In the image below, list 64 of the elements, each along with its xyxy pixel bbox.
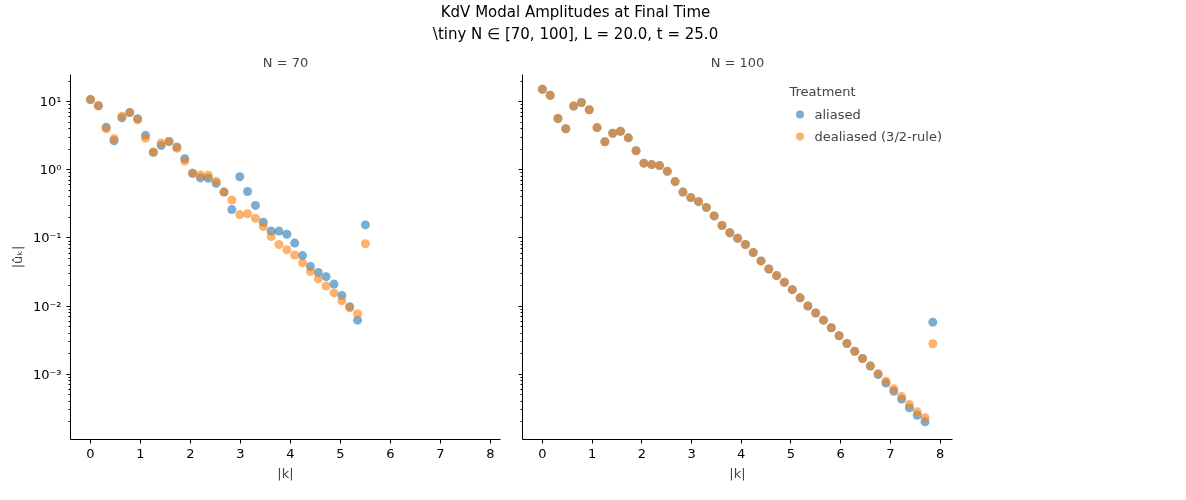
point — [329, 288, 339, 298]
point — [282, 245, 292, 255]
point — [290, 250, 300, 260]
x-tick-label: 4 — [286, 445, 295, 461]
point — [282, 229, 292, 239]
x-tick-label: 5 — [336, 445, 345, 461]
point — [227, 205, 237, 215]
point — [274, 240, 284, 249]
x-tick-label: 6 — [386, 445, 395, 461]
y-tick-label: 10⁻¹ — [32, 230, 62, 246]
x-axis-title: |k| — [729, 465, 746, 481]
x-tick-label: 2 — [637, 445, 646, 461]
text: \tiny N ∈ [70, 100], L = 20.0, t = 25.0 — [432, 24, 719, 43]
point — [274, 226, 284, 236]
point — [313, 274, 323, 284]
x-tick-label: 0 — [538, 445, 547, 461]
point — [321, 272, 331, 282]
x-tick-label: 1 — [136, 445, 145, 461]
legend-label: dealiased (3/2-rule) — [814, 128, 942, 144]
x-tick-label: 7 — [886, 445, 895, 461]
y-tick-label: 10⁻³ — [32, 366, 62, 382]
x-tick-label: 8 — [935, 445, 945, 461]
point — [235, 210, 245, 220]
y-tick-label: 10⁰ — [39, 162, 62, 178]
point — [258, 222, 268, 231]
point — [904, 399, 914, 409]
point — [360, 239, 370, 249]
point — [928, 317, 938, 327]
legend-title: Treatment — [789, 84, 857, 99]
point — [250, 213, 260, 223]
x-tick-label: 7 — [436, 445, 445, 461]
point — [227, 195, 237, 205]
x-tick-label: 4 — [737, 445, 746, 461]
x-tick-label: 8 — [486, 445, 495, 461]
chart-title: N = 100 — [710, 54, 765, 70]
point — [250, 200, 260, 210]
legend-label: aliased — [814, 106, 861, 122]
x-tick-label: 1 — [587, 445, 597, 461]
point — [266, 231, 276, 241]
y-axis-title: |ûₖ| — [9, 245, 25, 269]
point — [243, 209, 253, 219]
point — [928, 339, 938, 349]
point — [920, 413, 930, 423]
point — [329, 279, 339, 289]
point — [321, 281, 331, 291]
point — [337, 296, 347, 306]
y-tick-label: 10¹ — [39, 94, 62, 110]
text: KdV Modal Amplitudes at Final Time — [440, 2, 711, 21]
x-tick-label: 2 — [186, 445, 195, 461]
x-axis-title: |k| — [277, 465, 294, 481]
point — [353, 309, 363, 319]
point — [305, 267, 315, 277]
x-tick-label: 3 — [687, 445, 696, 461]
chart-title: N = 70 — [262, 54, 309, 70]
x-tick-label: 5 — [786, 445, 796, 461]
point — [298, 258, 308, 268]
x-tick-label: 0 — [86, 445, 95, 461]
point — [235, 172, 245, 182]
x-tick-label: 6 — [836, 445, 845, 461]
y-tick-label: 10⁻² — [32, 298, 62, 314]
point — [360, 220, 370, 230]
point — [290, 238, 300, 248]
x-tick-label: 3 — [236, 445, 245, 461]
point — [243, 186, 253, 196]
